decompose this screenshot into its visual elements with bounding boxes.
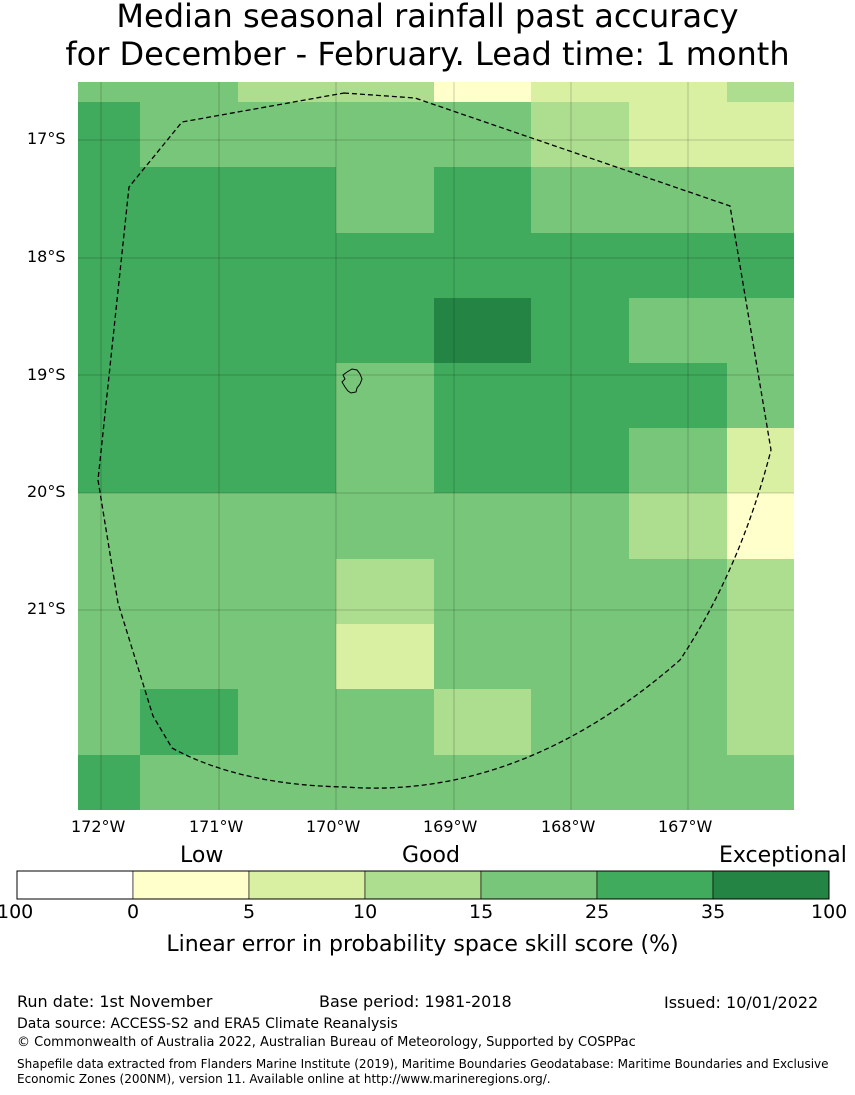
skill-cell: [727, 428, 794, 493]
skill-cell: [531, 102, 629, 167]
colorbar-tick: 0: [127, 901, 140, 923]
skill-cell: [531, 167, 794, 233]
colorbar-tick: 100: [0, 901, 34, 923]
skill-cell: [531, 298, 629, 363]
issued-date: Issued: 10/01/2022: [664, 993, 819, 1012]
skill-cell: [434, 428, 629, 493]
skill-cell: [727, 624, 794, 689]
skill-cell: [531, 689, 727, 755]
skill-cell: [727, 82, 794, 102]
shapefile-credit: Shapefile data extracted from Flanders M…: [17, 1057, 829, 1086]
skill-cell: [727, 689, 794, 755]
skill-cell: [238, 689, 434, 755]
legend-category-low: Low: [180, 843, 224, 868]
skill-cell: [531, 82, 727, 102]
skill-cell: [434, 689, 531, 755]
run-date: Run date: 1st November: [17, 992, 213, 1011]
skill-cell: [336, 363, 434, 428]
skill-cell: [434, 559, 727, 624]
skill-cell: [434, 298, 531, 363]
lon-label-169w: 169°W: [423, 817, 478, 836]
skill-cell: [727, 559, 794, 624]
colorbar-tick: 10: [353, 901, 378, 923]
lat-label-17s: 17°S: [27, 129, 66, 148]
skill-cell: [629, 428, 727, 493]
copyright: © Commonwealth of Australia 2022, Austra…: [17, 1035, 636, 1050]
legend-category-good: Good: [402, 843, 460, 868]
lon-label-170w: 170°W: [306, 817, 361, 836]
colorbar-tick: 100: [811, 901, 848, 923]
skill-cell: [78, 689, 140, 755]
colorbar-segment: [248, 870, 366, 900]
skill-cell: [78, 624, 336, 689]
lat-label-18s: 18°S: [27, 247, 66, 266]
colorbar-segment: [712, 870, 830, 900]
skill-cell: [140, 102, 531, 167]
colorbar: [16, 870, 830, 900]
skill-cell: [78, 428, 336, 493]
colorbar-title: Linear error in probability space skill …: [166, 932, 679, 957]
lat-label-21s: 21°S: [27, 599, 66, 618]
base-period: Base period: 1981-2018: [319, 992, 512, 1011]
lon-label-172w: 172°W: [71, 817, 126, 836]
skill-cell: [78, 493, 629, 559]
skill-cell: [434, 363, 727, 428]
colorbar-segment: [596, 870, 714, 900]
skill-cell: [78, 298, 434, 363]
skill-cell: [629, 298, 794, 363]
legend-category-exceptional: Exceptional: [719, 843, 847, 868]
skill-cell: [629, 102, 794, 167]
colorbar-outline: [16, 870, 830, 900]
map-title-line-2: for December - February. Lead time: 1 mo…: [65, 35, 790, 73]
graticule: [78, 82, 794, 810]
colorbar-segment: [132, 870, 250, 900]
skill-cell: [78, 167, 336, 233]
skill-cell: [140, 689, 238, 755]
skill-cell: [336, 624, 434, 689]
skill-cell: [78, 755, 140, 810]
colorbar-segment: [16, 870, 134, 900]
skill-cell: [727, 363, 794, 428]
skill-grid: [78, 82, 794, 810]
skill-cell: [434, 167, 531, 233]
skill-cell: [78, 82, 238, 102]
eez-boundary: [97, 92, 772, 789]
colorbar-tick: 35: [701, 901, 726, 923]
skill-cell: [336, 167, 434, 233]
lat-label-20s: 20°S: [27, 482, 66, 501]
lon-label-168w: 168°W: [541, 817, 596, 836]
colorbar-tick: 25: [585, 901, 610, 923]
skill-cell: [78, 102, 140, 167]
skill-cell: [727, 493, 794, 559]
skill-cell: [336, 428, 434, 493]
colorbar-segment: [480, 870, 598, 900]
colorbar-tick: 5: [243, 901, 256, 923]
island-outline: [341, 368, 363, 394]
lon-label-171w: 171°W: [189, 817, 244, 836]
skill-cell: [238, 82, 434, 102]
lat-label-19s: 19°S: [27, 365, 66, 384]
map-title-line-1: Median seasonal rainfall past accuracy: [116, 0, 739, 35]
skill-cell: [434, 624, 727, 689]
skill-cell: [336, 559, 434, 624]
skill-cell: [140, 755, 794, 810]
skill-cell: [78, 233, 794, 298]
skill-cell: [434, 82, 531, 102]
skill-cell: [78, 363, 336, 428]
colorbar-tick: 15: [469, 901, 494, 923]
colorbar-segment: [364, 870, 482, 900]
skill-cell: [629, 493, 727, 559]
skill-cell: [78, 559, 336, 624]
data-source: Data source: ACCESS-S2 and ERA5 Climate …: [17, 1016, 398, 1032]
lon-label-167w: 167°W: [658, 817, 713, 836]
